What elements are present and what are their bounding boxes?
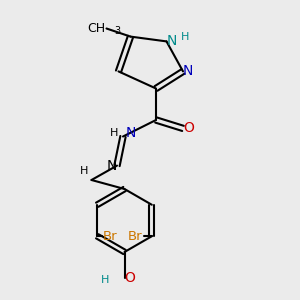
Text: 3: 3 xyxy=(114,26,120,36)
Text: Br: Br xyxy=(128,230,143,243)
Text: N: N xyxy=(183,64,194,78)
Text: N: N xyxy=(125,127,136,140)
Text: CH: CH xyxy=(87,22,105,35)
Text: N: N xyxy=(167,34,177,48)
Text: H: H xyxy=(110,128,118,139)
Text: O: O xyxy=(183,122,194,135)
Text: H: H xyxy=(80,166,88,176)
Text: H: H xyxy=(181,32,189,42)
Text: O: O xyxy=(124,272,135,285)
Text: N: N xyxy=(106,159,117,172)
Text: H: H xyxy=(100,274,109,285)
Text: Br: Br xyxy=(103,230,118,243)
